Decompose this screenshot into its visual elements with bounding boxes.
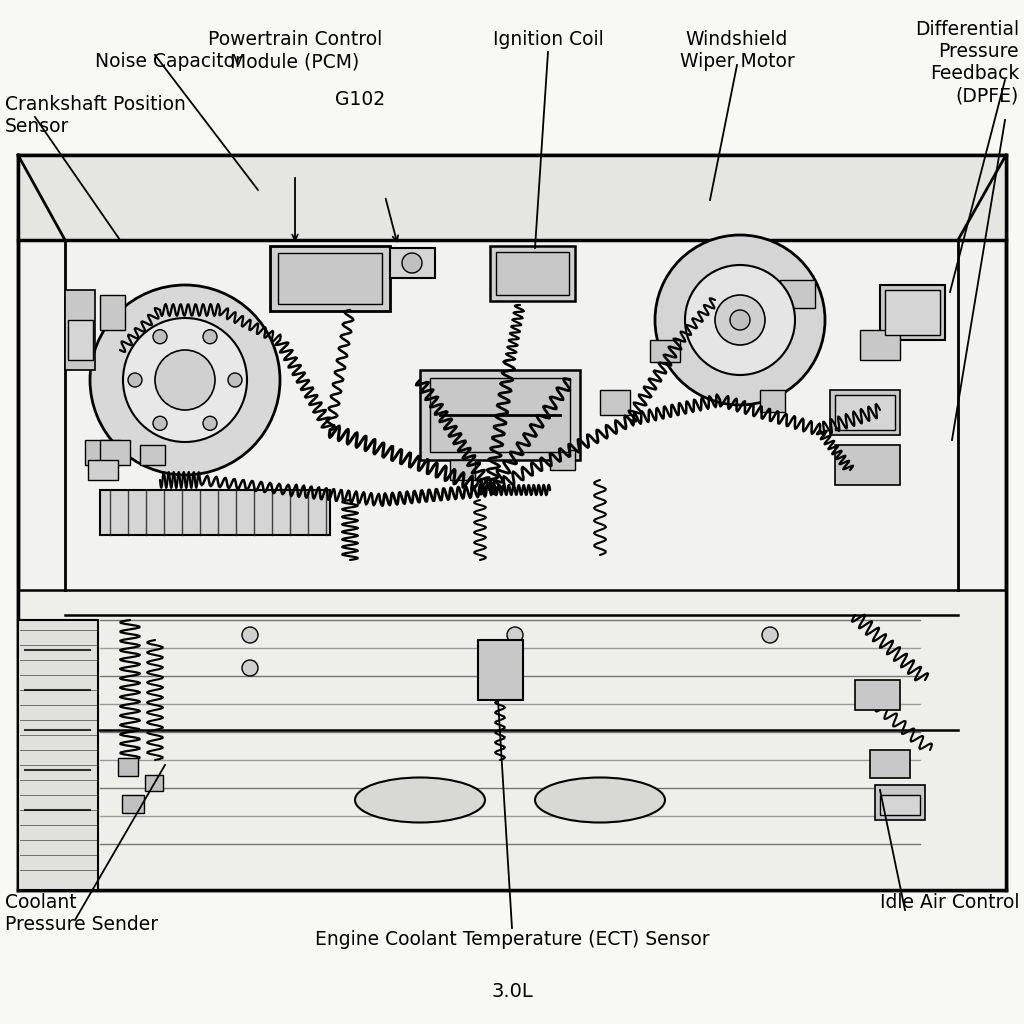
Text: Crankshaft Position
Sensor: Crankshaft Position Sensor bbox=[5, 95, 186, 136]
Bar bbox=[100, 490, 330, 535]
Bar bbox=[65, 290, 95, 370]
Circle shape bbox=[128, 373, 142, 387]
Circle shape bbox=[153, 417, 167, 430]
Bar bbox=[18, 590, 1006, 890]
Circle shape bbox=[762, 627, 778, 643]
Bar bbox=[420, 370, 580, 460]
Bar bbox=[88, 460, 118, 480]
Bar bbox=[870, 750, 910, 778]
Text: Windshield
Wiper Motor: Windshield Wiper Motor bbox=[680, 30, 795, 71]
Bar bbox=[118, 758, 138, 776]
Bar bbox=[860, 330, 900, 360]
Bar bbox=[390, 248, 435, 278]
Bar bbox=[100, 440, 130, 465]
Text: Coolant
Pressure Sender: Coolant Pressure Sender bbox=[5, 893, 158, 934]
Bar bbox=[835, 445, 900, 485]
Circle shape bbox=[242, 660, 258, 676]
Bar bbox=[855, 680, 900, 710]
Bar bbox=[780, 280, 815, 308]
Bar bbox=[835, 395, 895, 430]
Bar bbox=[496, 252, 569, 295]
Bar bbox=[490, 246, 575, 301]
Bar bbox=[140, 445, 165, 465]
Bar bbox=[880, 795, 920, 815]
Bar bbox=[68, 319, 93, 360]
Circle shape bbox=[228, 373, 242, 387]
Circle shape bbox=[90, 285, 280, 475]
Text: Engine Coolant Temperature (ECT) Sensor: Engine Coolant Temperature (ECT) Sensor bbox=[314, 930, 710, 949]
Circle shape bbox=[507, 627, 523, 643]
FancyBboxPatch shape bbox=[18, 155, 1006, 890]
Text: 3.0L: 3.0L bbox=[492, 982, 532, 1001]
Bar bbox=[430, 378, 570, 452]
Circle shape bbox=[685, 265, 795, 375]
Bar bbox=[550, 450, 575, 470]
Bar bbox=[18, 620, 98, 890]
Bar bbox=[278, 253, 382, 304]
Text: Powertrain Control
Module (PCM): Powertrain Control Module (PCM) bbox=[208, 30, 382, 71]
Ellipse shape bbox=[535, 777, 665, 822]
Bar bbox=[880, 285, 945, 340]
Bar bbox=[18, 155, 1006, 240]
Text: Noise Capacitor: Noise Capacitor bbox=[95, 52, 243, 71]
Bar bbox=[600, 390, 630, 415]
Circle shape bbox=[242, 627, 258, 643]
Ellipse shape bbox=[355, 777, 485, 822]
Circle shape bbox=[203, 330, 217, 344]
Text: Idle Air Control: Idle Air Control bbox=[880, 893, 1019, 912]
Circle shape bbox=[655, 234, 825, 406]
Circle shape bbox=[730, 310, 750, 330]
Bar bbox=[145, 775, 163, 791]
Circle shape bbox=[123, 318, 247, 442]
Bar bbox=[85, 440, 120, 465]
Bar bbox=[100, 295, 125, 330]
Bar bbox=[830, 390, 900, 435]
Bar bbox=[760, 390, 785, 412]
Bar bbox=[874, 785, 925, 820]
Bar bbox=[450, 460, 475, 480]
Bar bbox=[270, 246, 390, 311]
Text: Ignition Coil: Ignition Coil bbox=[493, 30, 603, 49]
Circle shape bbox=[153, 330, 167, 344]
Bar bbox=[650, 340, 680, 362]
Text: G102: G102 bbox=[335, 90, 385, 109]
Text: Differential
Pressure
Feedback
(DPFE): Differential Pressure Feedback (DPFE) bbox=[914, 20, 1019, 105]
Bar bbox=[122, 795, 144, 813]
Bar bbox=[478, 640, 523, 700]
Circle shape bbox=[203, 417, 217, 430]
Circle shape bbox=[715, 295, 765, 345]
Circle shape bbox=[402, 253, 422, 273]
Circle shape bbox=[155, 350, 215, 410]
Bar bbox=[885, 290, 940, 335]
